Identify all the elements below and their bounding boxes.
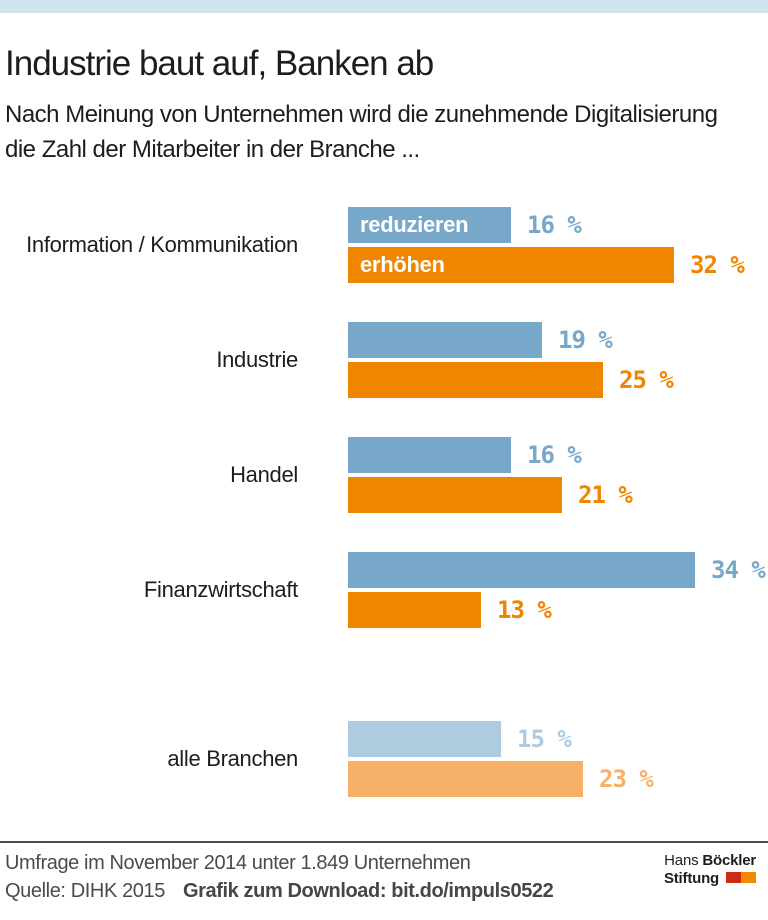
bar-pair: 19 % 25 % [348,322,768,398]
bar-row: 15 % [348,721,768,757]
value-label: 13 % [497,596,552,624]
bar-row: 19 % [348,322,768,358]
value-label: 16 % [527,211,582,239]
logo-stiftung: Stiftung [663,870,719,887]
series-inline-label: reduzieren [360,212,469,237]
bar-group: alle Branchen 15 % 23 % [0,721,768,797]
logo-red-square-icon [726,872,741,883]
bar-pair: 15 % 23 % [348,721,768,797]
bar-group: Handel 16 % 21 % [0,437,768,513]
bar-row: 23 % [348,761,768,797]
bar-row: 34 % [348,552,768,588]
value-label: 16 % [527,441,582,469]
category-label: Industrie [216,347,298,372]
value-label: 25 % [619,366,674,394]
download-link[interactable]: Grafik zum Download: bit.do/impuls0522 [182,880,554,902]
value-label: 19 % [558,326,613,354]
bar-pair: 16 % 21 % [348,437,768,513]
bar-row: 16 % [348,437,768,473]
category-label: alle Branchen [167,746,298,771]
source-line: Quelle: DIHK 2015 Grafik zum Download: bi… [5,877,768,905]
footer: Umfrage im November 2014 unter 1.849 Unt… [0,841,768,905]
bar-reduzieren [348,437,511,473]
bar-group: Industrie 19 % 25 % [0,322,768,398]
subtitle: Nach Meinung von Unternehmen wird die zu… [5,97,768,167]
value-label: 21 % [578,481,633,509]
logo-boeckler: Böckler [702,852,756,869]
logo-line-2: Stiftung [664,870,756,888]
logo-hans: Hans [664,852,699,869]
page-title: Industrie baut auf, Banken ab [5,44,434,83]
bar-reduzieren [348,721,501,757]
bar-row: 21 % [348,477,768,513]
subtitle-line-1: Nach Meinung von Unternehmen wird die zu… [5,101,718,128]
bar-group: Information / Kommunikation reduzieren 16 … [0,207,768,283]
survey-note: Umfrage im November 2014 unter 1.849 Unt… [5,852,471,874]
bar-row: reduzieren 16 % [348,207,768,243]
bar-row: 13 % [348,592,768,628]
bar-erhoehen [348,761,583,797]
bar-group: Finanzwirtschaft 34 % 13 % [0,552,768,628]
logo-line-1: Hans Böckler [664,852,756,870]
value-label: 23 % [599,765,654,793]
header: Industrie baut auf, Banken ab Nach Meinu… [0,43,768,167]
source-label: Quelle: DIHK 2015 [5,880,165,902]
bar-row: 25 % [348,362,768,398]
logo-orange-square-icon [741,872,756,883]
bar-erhoehen: erhöhen [348,247,674,283]
bar-erhoehen [348,592,481,628]
series-inline-label: erhöhen [360,252,445,277]
hbs-logo: Hans Böckler Stiftung [664,852,756,888]
bar-pair: reduzieren 16 % erhöhen 32 % [348,207,768,283]
category-label: Finanzwirtschaft [143,577,298,602]
category-label: Information / Kommunikation [26,232,298,257]
bar-erhoehen [348,477,562,513]
bar-erhoehen [348,362,603,398]
value-label: 32 % [690,251,745,279]
subtitle-line-2: die Zahl der Mitarbeiter in der Branche … [5,136,420,163]
value-label: 34 % [711,556,766,584]
category-label: Handel [230,462,298,487]
bar-reduzieren: reduzieren [348,207,511,243]
bar-reduzieren [348,552,695,588]
top-accent-band [0,0,768,13]
bar-row: erhöhen 32 % [348,247,768,283]
bar-reduzieren [348,322,542,358]
footer-text: Umfrage im November 2014 unter 1.849 Unt… [0,843,768,905]
bar-chart: Information / Kommunikation reduzieren 16 … [0,207,768,836]
value-label: 15 % [517,725,572,753]
bar-pair: 34 % 13 % [348,552,768,628]
